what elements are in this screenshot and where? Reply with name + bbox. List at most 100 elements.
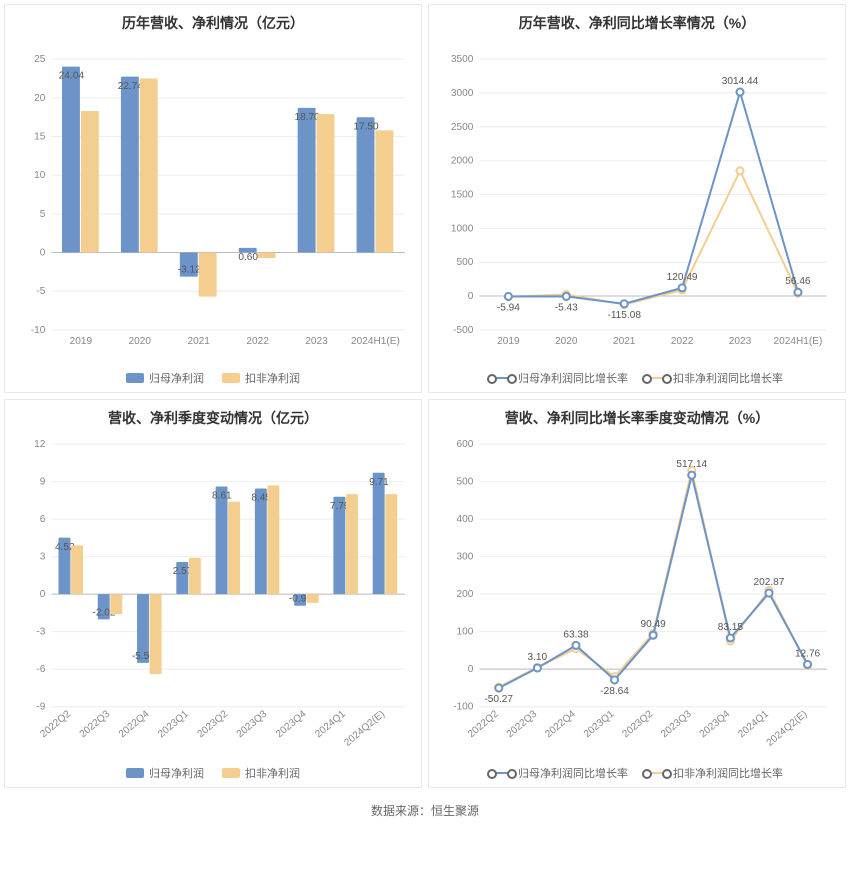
swatch-icon bbox=[126, 373, 144, 383]
svg-text:2023: 2023 bbox=[729, 336, 752, 347]
svg-text:202.87: 202.87 bbox=[754, 577, 785, 588]
footer-source: 数据来源：恒生聚源 bbox=[0, 792, 850, 833]
panel-annual-line: 历年营收、净利同比增长率情况（%） -500050010001500200025… bbox=[428, 4, 846, 393]
svg-text:3.10: 3.10 bbox=[528, 652, 548, 663]
svg-text:-5.94: -5.94 bbox=[497, 303, 520, 314]
svg-text:3500: 3500 bbox=[451, 54, 474, 65]
svg-text:0.60: 0.60 bbox=[238, 252, 258, 263]
svg-text:2021: 2021 bbox=[613, 336, 636, 347]
svg-text:2022: 2022 bbox=[671, 336, 694, 347]
legend-label: 归母净利润同比增长率 bbox=[518, 370, 628, 386]
svg-text:6: 6 bbox=[40, 514, 46, 525]
svg-text:9.71: 9.71 bbox=[369, 477, 389, 488]
svg-text:2022Q2: 2022Q2 bbox=[38, 709, 73, 741]
legend-annual-bar: 归母净利润 扣非净利润 bbox=[11, 362, 415, 388]
svg-text:1500: 1500 bbox=[451, 190, 474, 201]
legend-item: 扣非净利润同比增长率 bbox=[646, 765, 783, 781]
svg-text:2022Q4: 2022Q4 bbox=[117, 709, 152, 741]
panel-title: 营收、净利同比增长率季度变动情况（%） bbox=[435, 408, 839, 428]
legend-label: 归母净利润同比增长率 bbox=[518, 765, 628, 781]
svg-text:-9: -9 bbox=[36, 702, 45, 713]
svg-text:500: 500 bbox=[457, 257, 474, 268]
svg-text:-3.12: -3.12 bbox=[178, 265, 201, 276]
svg-text:0: 0 bbox=[40, 248, 46, 259]
svg-text:2023Q3: 2023Q3 bbox=[659, 709, 694, 741]
legend-label: 归母净利润 bbox=[149, 370, 204, 386]
svg-text:2024Q1: 2024Q1 bbox=[736, 709, 771, 741]
svg-text:517.14: 517.14 bbox=[676, 459, 707, 470]
svg-text:2019: 2019 bbox=[70, 336, 93, 347]
svg-text:-5.43: -5.43 bbox=[555, 303, 578, 314]
svg-text:1000: 1000 bbox=[451, 223, 474, 234]
swatch-icon bbox=[491, 377, 513, 379]
svg-text:-100: -100 bbox=[453, 702, 474, 713]
svg-text:0: 0 bbox=[468, 664, 474, 675]
svg-text:12.76: 12.76 bbox=[795, 648, 821, 659]
svg-text:15: 15 bbox=[34, 132, 46, 143]
legend-item: 归母净利润 bbox=[126, 370, 204, 386]
svg-text:2022Q3: 2022Q3 bbox=[78, 709, 113, 741]
svg-text:2022: 2022 bbox=[246, 336, 269, 347]
legend-quarter-bar: 归母净利润 扣非净利润 bbox=[11, 757, 415, 783]
legend-label: 归母净利润 bbox=[149, 765, 204, 781]
svg-text:300: 300 bbox=[457, 552, 474, 563]
legend-item: 扣非净利润同比增长率 bbox=[646, 370, 783, 386]
legend-label: 扣非净利润 bbox=[245, 765, 300, 781]
svg-text:-500: -500 bbox=[453, 325, 474, 336]
panel-quarter-bar: 营收、净利季度变动情况（亿元） -9-6-30369124.522022Q2-2… bbox=[4, 399, 422, 788]
svg-text:-28.64: -28.64 bbox=[600, 686, 629, 697]
svg-text:3: 3 bbox=[40, 552, 46, 563]
svg-text:500: 500 bbox=[457, 477, 474, 488]
svg-text:63.38: 63.38 bbox=[563, 630, 589, 641]
svg-text:2023Q4: 2023Q4 bbox=[698, 709, 733, 741]
legend-item: 归母净利润同比增长率 bbox=[491, 765, 628, 781]
svg-text:20: 20 bbox=[34, 93, 46, 104]
svg-text:2024H1(E): 2024H1(E) bbox=[351, 336, 400, 347]
svg-text:2023Q2: 2023Q2 bbox=[196, 709, 231, 741]
svg-text:-115.08: -115.08 bbox=[607, 310, 641, 321]
svg-text:9: 9 bbox=[40, 477, 46, 488]
panel-title: 历年营收、净利情况（亿元） bbox=[11, 13, 415, 33]
svg-text:200: 200 bbox=[457, 589, 474, 600]
svg-text:2023: 2023 bbox=[305, 336, 328, 347]
svg-text:12: 12 bbox=[34, 439, 46, 450]
svg-text:2019: 2019 bbox=[497, 336, 520, 347]
svg-text:120.49: 120.49 bbox=[667, 272, 698, 283]
panel-title: 历年营收、净利同比增长率情况（%） bbox=[435, 13, 839, 33]
svg-text:0: 0 bbox=[40, 589, 46, 600]
svg-text:2024H1(E): 2024H1(E) bbox=[774, 336, 823, 347]
svg-text:83.15: 83.15 bbox=[718, 622, 744, 633]
legend-item: 扣非净利润 bbox=[222, 765, 300, 781]
swatch-icon bbox=[222, 768, 240, 778]
svg-text:2023Q4: 2023Q4 bbox=[274, 709, 309, 741]
dashboard: 历年营收、净利情况（亿元） -10-5051015202524.04201922… bbox=[0, 0, 850, 792]
svg-text:2022Q3: 2022Q3 bbox=[505, 709, 540, 741]
legend-quarter-line: 归母净利润同比增长率 扣非净利润同比增长率 bbox=[435, 757, 839, 783]
chart-annual-bar: -10-5051015202524.04201922.742020-3.1220… bbox=[11, 39, 415, 362]
svg-text:0: 0 bbox=[468, 291, 474, 302]
svg-text:2024Q2(E): 2024Q2(E) bbox=[342, 709, 387, 749]
svg-text:2022Q4: 2022Q4 bbox=[543, 709, 578, 741]
svg-text:2020: 2020 bbox=[129, 336, 152, 347]
swatch-icon bbox=[646, 377, 668, 379]
svg-text:24.04: 24.04 bbox=[59, 71, 85, 82]
svg-text:56.46: 56.46 bbox=[785, 276, 811, 287]
legend-item: 归母净利润同比增长率 bbox=[491, 370, 628, 386]
svg-text:22.74: 22.74 bbox=[118, 81, 144, 92]
legend-annual-line: 归母净利润同比增长率 扣非净利润同比增长率 bbox=[435, 362, 839, 388]
svg-text:-50.27: -50.27 bbox=[484, 694, 513, 705]
svg-text:-6: -6 bbox=[36, 664, 45, 675]
svg-text:2023Q1: 2023Q1 bbox=[156, 709, 191, 741]
svg-text:2021: 2021 bbox=[187, 336, 210, 347]
svg-text:-3: -3 bbox=[36, 627, 45, 638]
svg-text:18.70: 18.70 bbox=[294, 112, 320, 123]
svg-text:400: 400 bbox=[457, 514, 474, 525]
svg-text:2023Q3: 2023Q3 bbox=[235, 709, 270, 741]
legend-item: 扣非净利润 bbox=[222, 370, 300, 386]
panel-title: 营收、净利季度变动情况（亿元） bbox=[11, 408, 415, 428]
swatch-icon bbox=[126, 768, 144, 778]
svg-text:10: 10 bbox=[34, 170, 46, 181]
svg-text:2023Q2: 2023Q2 bbox=[621, 709, 656, 741]
legend-label: 扣非净利润 bbox=[245, 370, 300, 386]
svg-text:2020: 2020 bbox=[555, 336, 578, 347]
